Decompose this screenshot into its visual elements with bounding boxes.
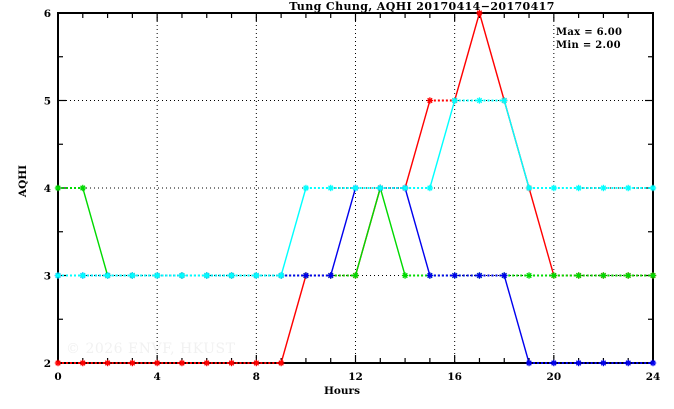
svg-text:12: 12 <box>348 371 363 383</box>
series-20170417 <box>54 97 657 279</box>
series-20170415 <box>54 184 657 279</box>
stats-annotation-box: Max = 6.00 Min = 2.00 <box>556 26 622 52</box>
svg-text:3: 3 <box>44 271 51 283</box>
svg-text:8: 8 <box>253 371 260 383</box>
svg-text:2: 2 <box>44 358 51 370</box>
svg-text:4: 4 <box>44 183 51 195</box>
min-value-label: Min = 2.00 <box>556 40 621 51</box>
svg-text:5: 5 <box>44 96 51 108</box>
svg-text:24: 24 <box>646 371 661 383</box>
svg-text:4: 4 <box>154 371 161 383</box>
tick-labels: 0 4 8 12 16 20 24 2 3 4 5 6 <box>44 8 661 383</box>
svg-text:16: 16 <box>447 371 462 383</box>
svg-text:0: 0 <box>54 371 61 383</box>
svg-text:6: 6 <box>44 8 51 20</box>
svg-text:20: 20 <box>547 371 562 383</box>
max-value-label: Max = 6.00 <box>556 27 623 38</box>
x-axis-label: Hours <box>323 385 360 397</box>
chart-title: Tung Chung, AQHI 20170414−20170417 <box>289 0 555 13</box>
data-series-group <box>54 9 657 367</box>
